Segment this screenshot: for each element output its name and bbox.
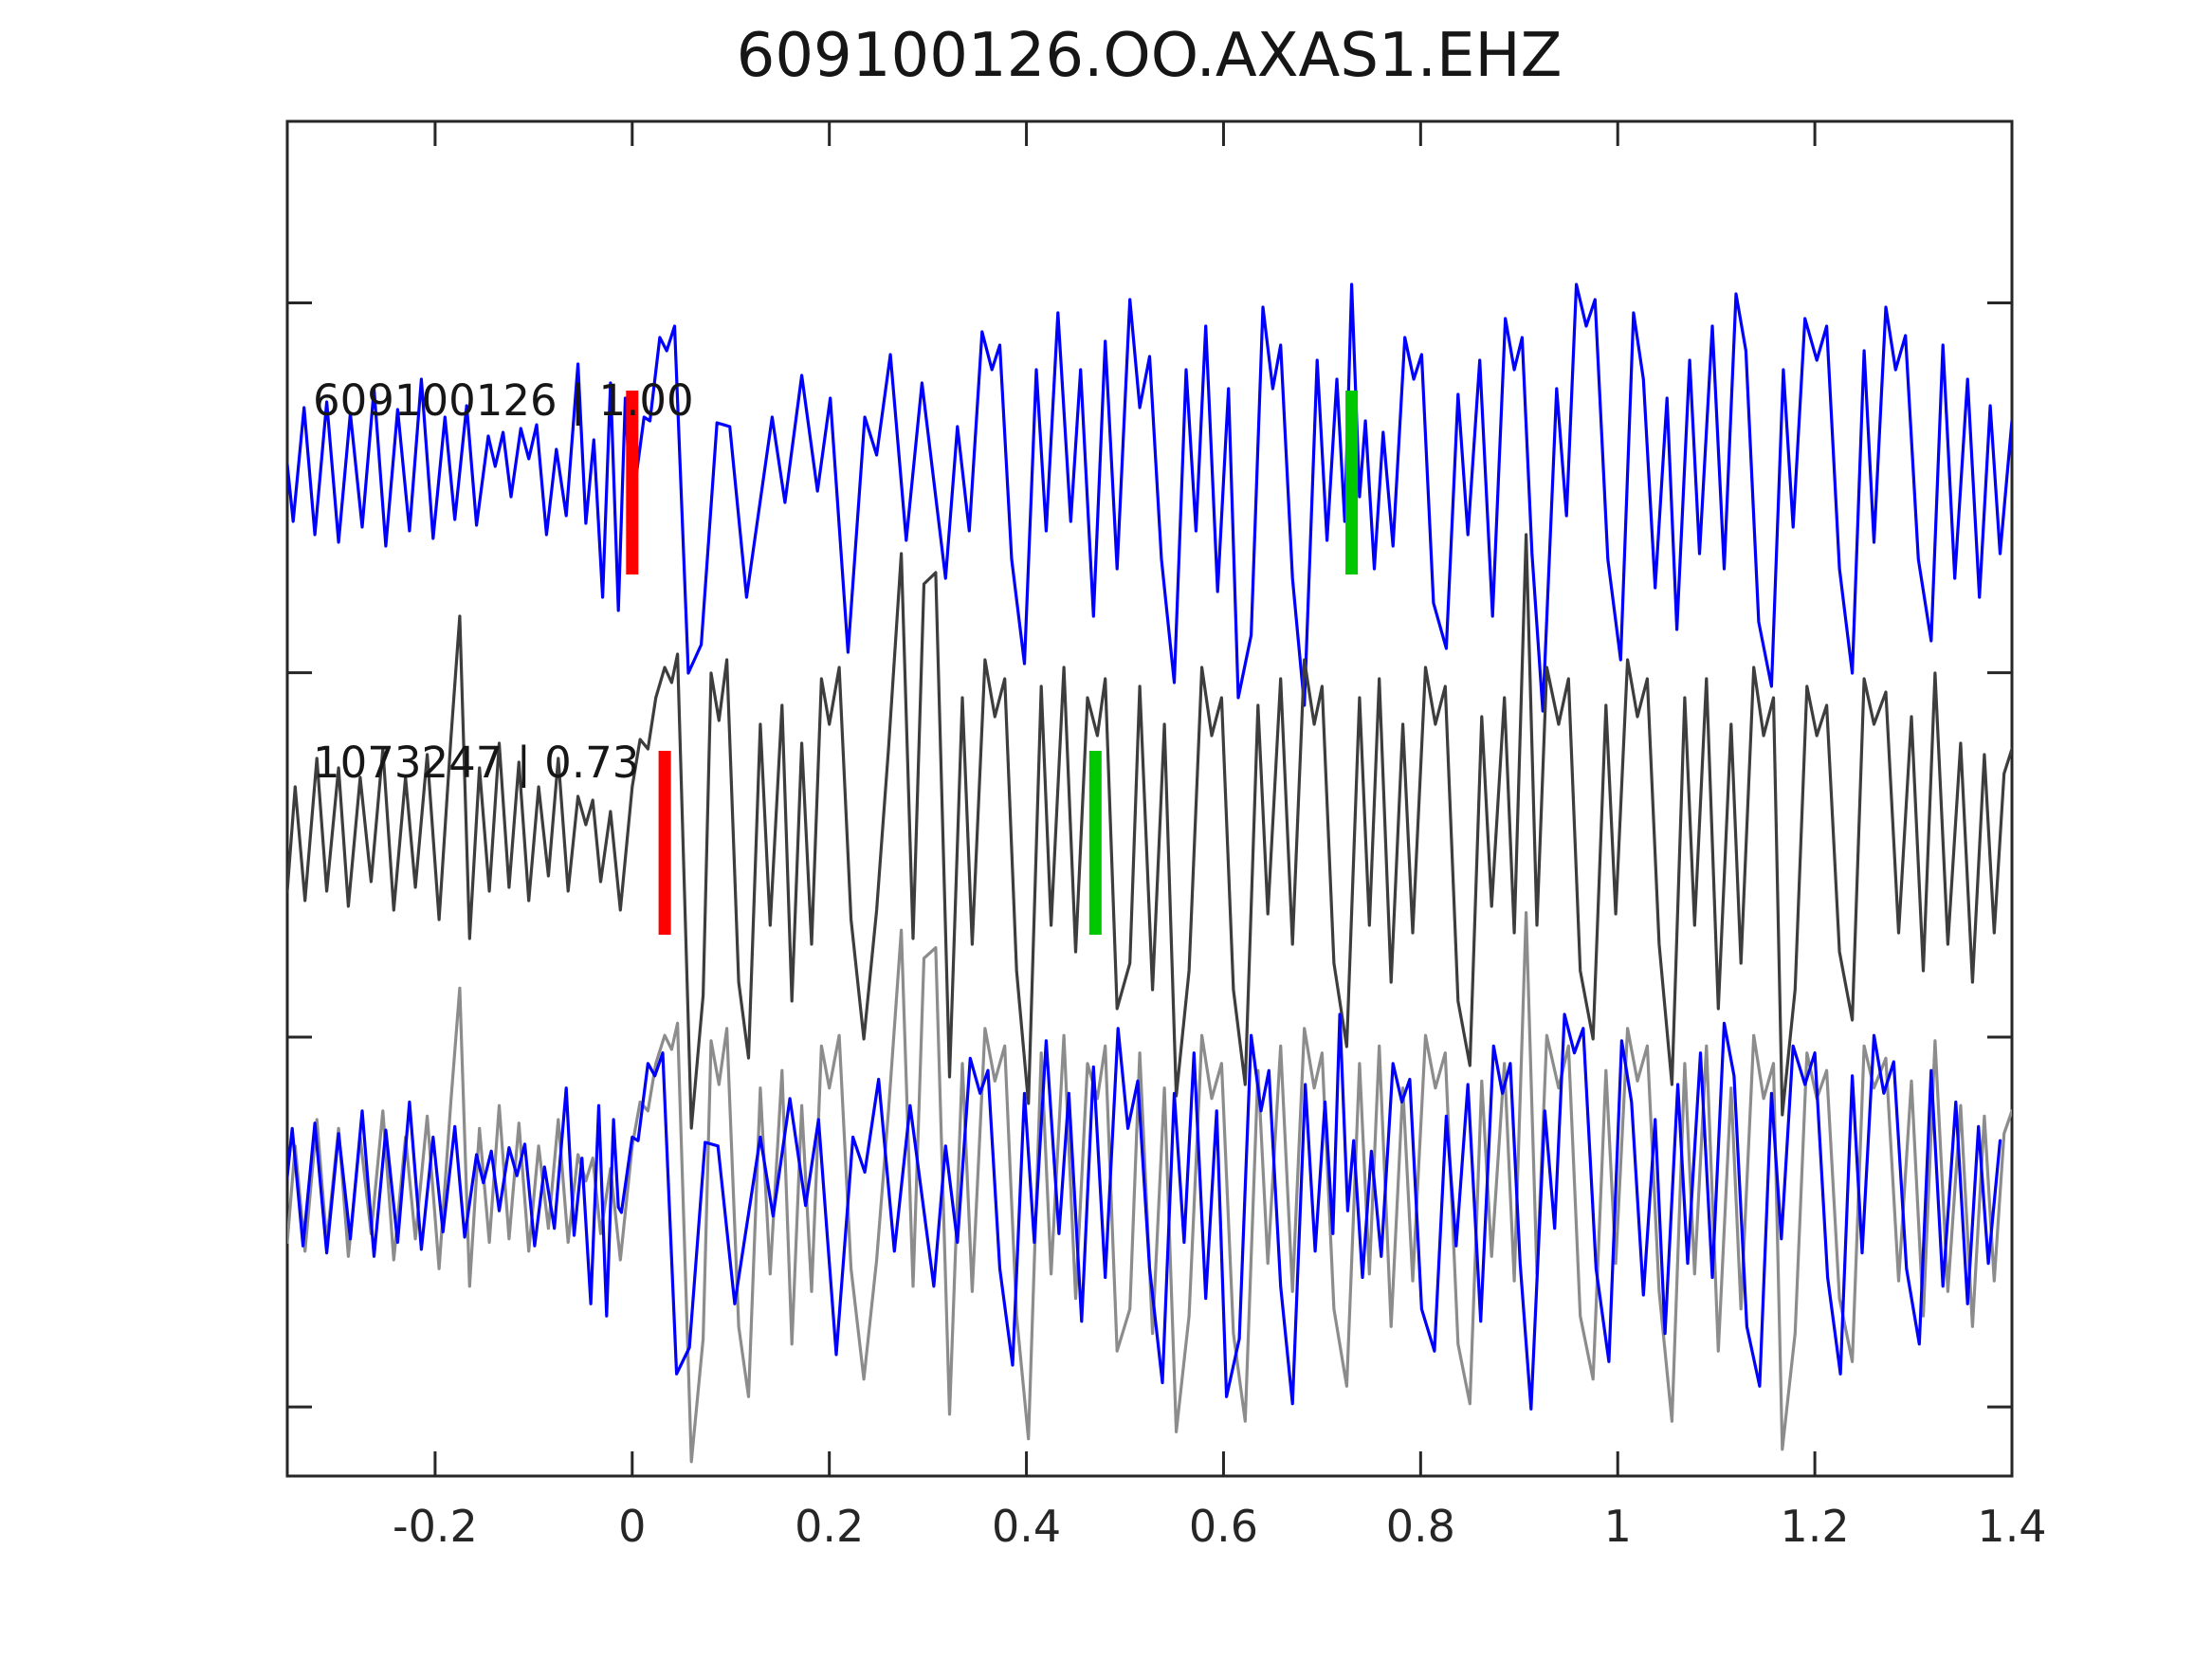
x-tick-label: 0.8 xyxy=(1386,1501,1455,1552)
plot-frame xyxy=(285,119,2014,1478)
trace-lines xyxy=(287,283,2012,1464)
x-tick-label: 1 xyxy=(1604,1501,1632,1552)
detection-trace-label: 1073247 | 0.73 xyxy=(313,738,639,788)
template-trace-template xyxy=(287,283,2012,713)
chart-title: 609100126.OO.AXAS1.EHZ xyxy=(737,21,1563,91)
x-tick-labels: -0.2 0 0.2 0.4 0.6 0.8 1 1.2 1.4 xyxy=(393,1501,2047,1552)
x-tick-label: 0.4 xyxy=(992,1501,1061,1552)
x-tick-label: -0.2 xyxy=(393,1501,478,1552)
x-tick-label: 0.6 xyxy=(1189,1501,1258,1552)
axes-frame xyxy=(285,119,2014,1478)
x-tick-label: 1.4 xyxy=(1977,1501,2046,1552)
x-tick-label: 1.2 xyxy=(1781,1501,1850,1552)
x-tick-label: 0 xyxy=(618,1501,646,1552)
overlay-trace-template xyxy=(287,1012,2002,1411)
overlay-trace-detection xyxy=(287,911,2012,1464)
detection-trace-detection xyxy=(287,533,2012,1130)
template-trace-label: 609100126 | 1.00 xyxy=(313,375,694,426)
x-tick-label: 0.2 xyxy=(795,1501,864,1552)
pick-markers xyxy=(626,391,1359,935)
